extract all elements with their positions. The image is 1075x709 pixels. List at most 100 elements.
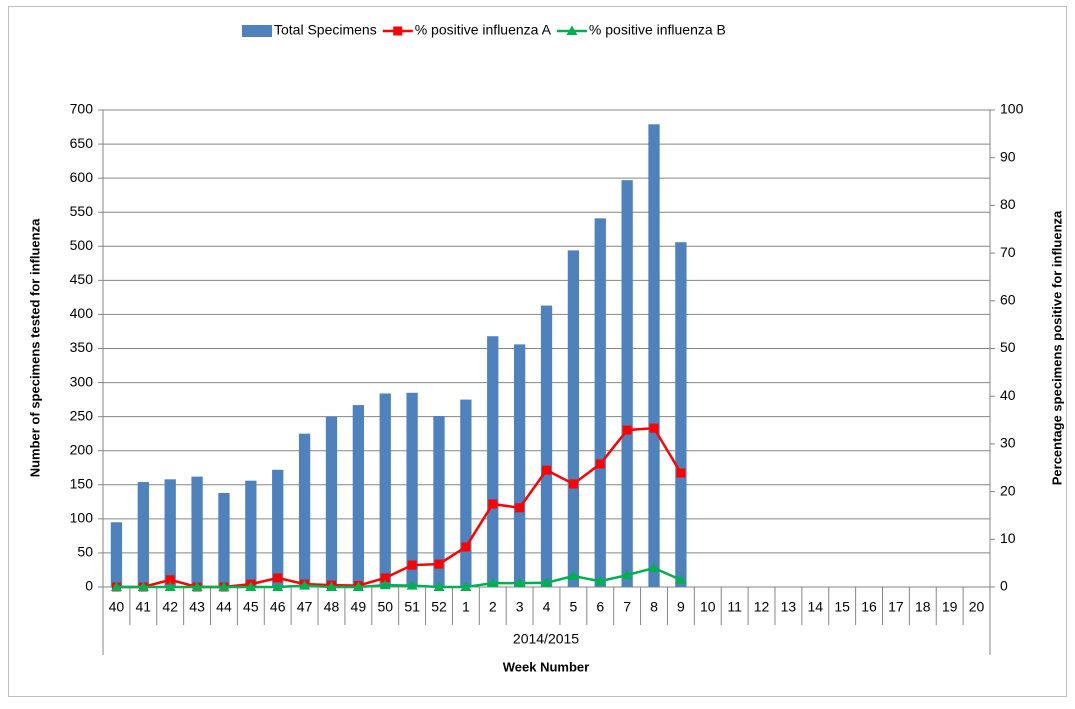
bar [675, 242, 687, 587]
point-marker [393, 26, 403, 36]
bar [648, 124, 660, 587]
point-marker [191, 581, 203, 591]
x-tick-label: 19 [942, 599, 958, 615]
bar [567, 250, 580, 588]
point-marker [379, 579, 391, 590]
bar [460, 399, 472, 587]
point-marker [433, 581, 445, 591]
chart-border [8, 6, 1067, 697]
point-marker [352, 581, 364, 591]
x-tick-label: 44 [216, 599, 232, 615]
x-tick-label: 46 [270, 599, 286, 615]
x-tick-label: 17 [888, 599, 904, 615]
x-tick-label: 45 [243, 599, 259, 615]
point-marker [567, 570, 579, 581]
x-tick-label: 51 [404, 599, 420, 615]
bar [513, 344, 526, 587]
y2-tick-label: 70 [1000, 244, 1016, 260]
bar [298, 433, 311, 587]
y2-tick-label: 100 [1000, 101, 1024, 117]
legend-label: Total Specimens [274, 22, 377, 38]
x-tick-label: 50 [377, 599, 393, 615]
point-marker [407, 560, 417, 570]
series-line [116, 566, 682, 589]
x-tick-label: 11 [727, 599, 742, 615]
bar [218, 492, 230, 587]
y-tick-label: 500 [70, 237, 94, 253]
y2-tick-label: 40 [1000, 387, 1016, 403]
point-marker [460, 581, 472, 591]
bar [137, 482, 149, 587]
point-marker [434, 559, 444, 569]
bar [379, 393, 391, 587]
point-marker [675, 574, 687, 584]
y-tick-label: 50 [77, 544, 93, 560]
x-tick-label: 48 [324, 599, 340, 615]
point-marker [676, 468, 686, 478]
bar [325, 416, 338, 587]
bar [164, 479, 176, 587]
y-tick-label: 650 [70, 135, 94, 151]
x-tick-label: 42 [162, 599, 178, 615]
x-tick-label: 2 [489, 599, 497, 615]
x-tick-label: 8 [650, 599, 658, 615]
x-tick-label: 4 [543, 599, 551, 615]
y2-tick-label: 90 [1000, 148, 1016, 164]
x-tick-label: 43 [189, 599, 205, 615]
point-marker [568, 479, 578, 489]
x-tick-label: 18 [915, 599, 931, 615]
y-tick-label: 250 [70, 407, 94, 423]
legend-label: % positive influenza A [415, 22, 552, 38]
point-marker [488, 499, 498, 509]
x-axis-title: Week Number [503, 659, 589, 674]
y-tick-label: 200 [70, 441, 94, 457]
bar [272, 469, 284, 587]
point-marker [218, 581, 230, 591]
y-tick-label: 300 [70, 373, 94, 389]
point-marker [594, 575, 606, 586]
y-tick-label: 150 [70, 475, 94, 491]
legend-label: % positive influenza B [589, 22, 726, 38]
bar [594, 218, 606, 587]
y2-axis-title: Percentage specimens positive for influe… [1049, 210, 1064, 485]
point-marker [137, 581, 149, 591]
point-marker [541, 577, 552, 587]
point-marker [164, 581, 176, 591]
point-marker [514, 577, 526, 588]
x-tick-label: 7 [623, 599, 631, 615]
x-group-label: 2014/2015 [513, 631, 579, 647]
bar [487, 336, 499, 587]
x-tick-label: 5 [569, 599, 577, 615]
bar [540, 305, 553, 587]
x-tick-label: 14 [807, 599, 823, 615]
x-tick-label: 20 [969, 599, 985, 615]
x-tick-label: 13 [781, 599, 797, 615]
x-tick-label: 9 [677, 599, 685, 615]
bar [191, 476, 203, 587]
y-tick-label: 700 [70, 101, 94, 117]
y2-tick-label: 60 [1000, 292, 1016, 308]
x-tick-label: 15 [834, 599, 850, 615]
y-tick-label: 100 [70, 510, 94, 526]
point-marker [649, 423, 659, 433]
point-marker [272, 581, 284, 591]
x-tick-label: 1 [462, 599, 470, 615]
point-marker [622, 425, 632, 435]
bar [621, 180, 633, 588]
bar [110, 522, 123, 587]
point-marker [299, 580, 311, 590]
point-marker [487, 577, 499, 588]
x-tick-label: 49 [351, 599, 367, 615]
point-marker [245, 581, 257, 591]
x-tick-label: 52 [431, 599, 447, 615]
y2-tick-label: 10 [1000, 530, 1016, 546]
y-axis-title: Number of specimens tested for influenza [27, 218, 42, 477]
y2-tick-label: 30 [1000, 435, 1016, 451]
y-tick-label: 350 [70, 339, 94, 355]
point-marker [110, 581, 122, 591]
point-marker [621, 569, 633, 580]
bar [352, 405, 364, 587]
point-marker [566, 25, 578, 35]
x-tick-label: 47 [297, 599, 313, 615]
